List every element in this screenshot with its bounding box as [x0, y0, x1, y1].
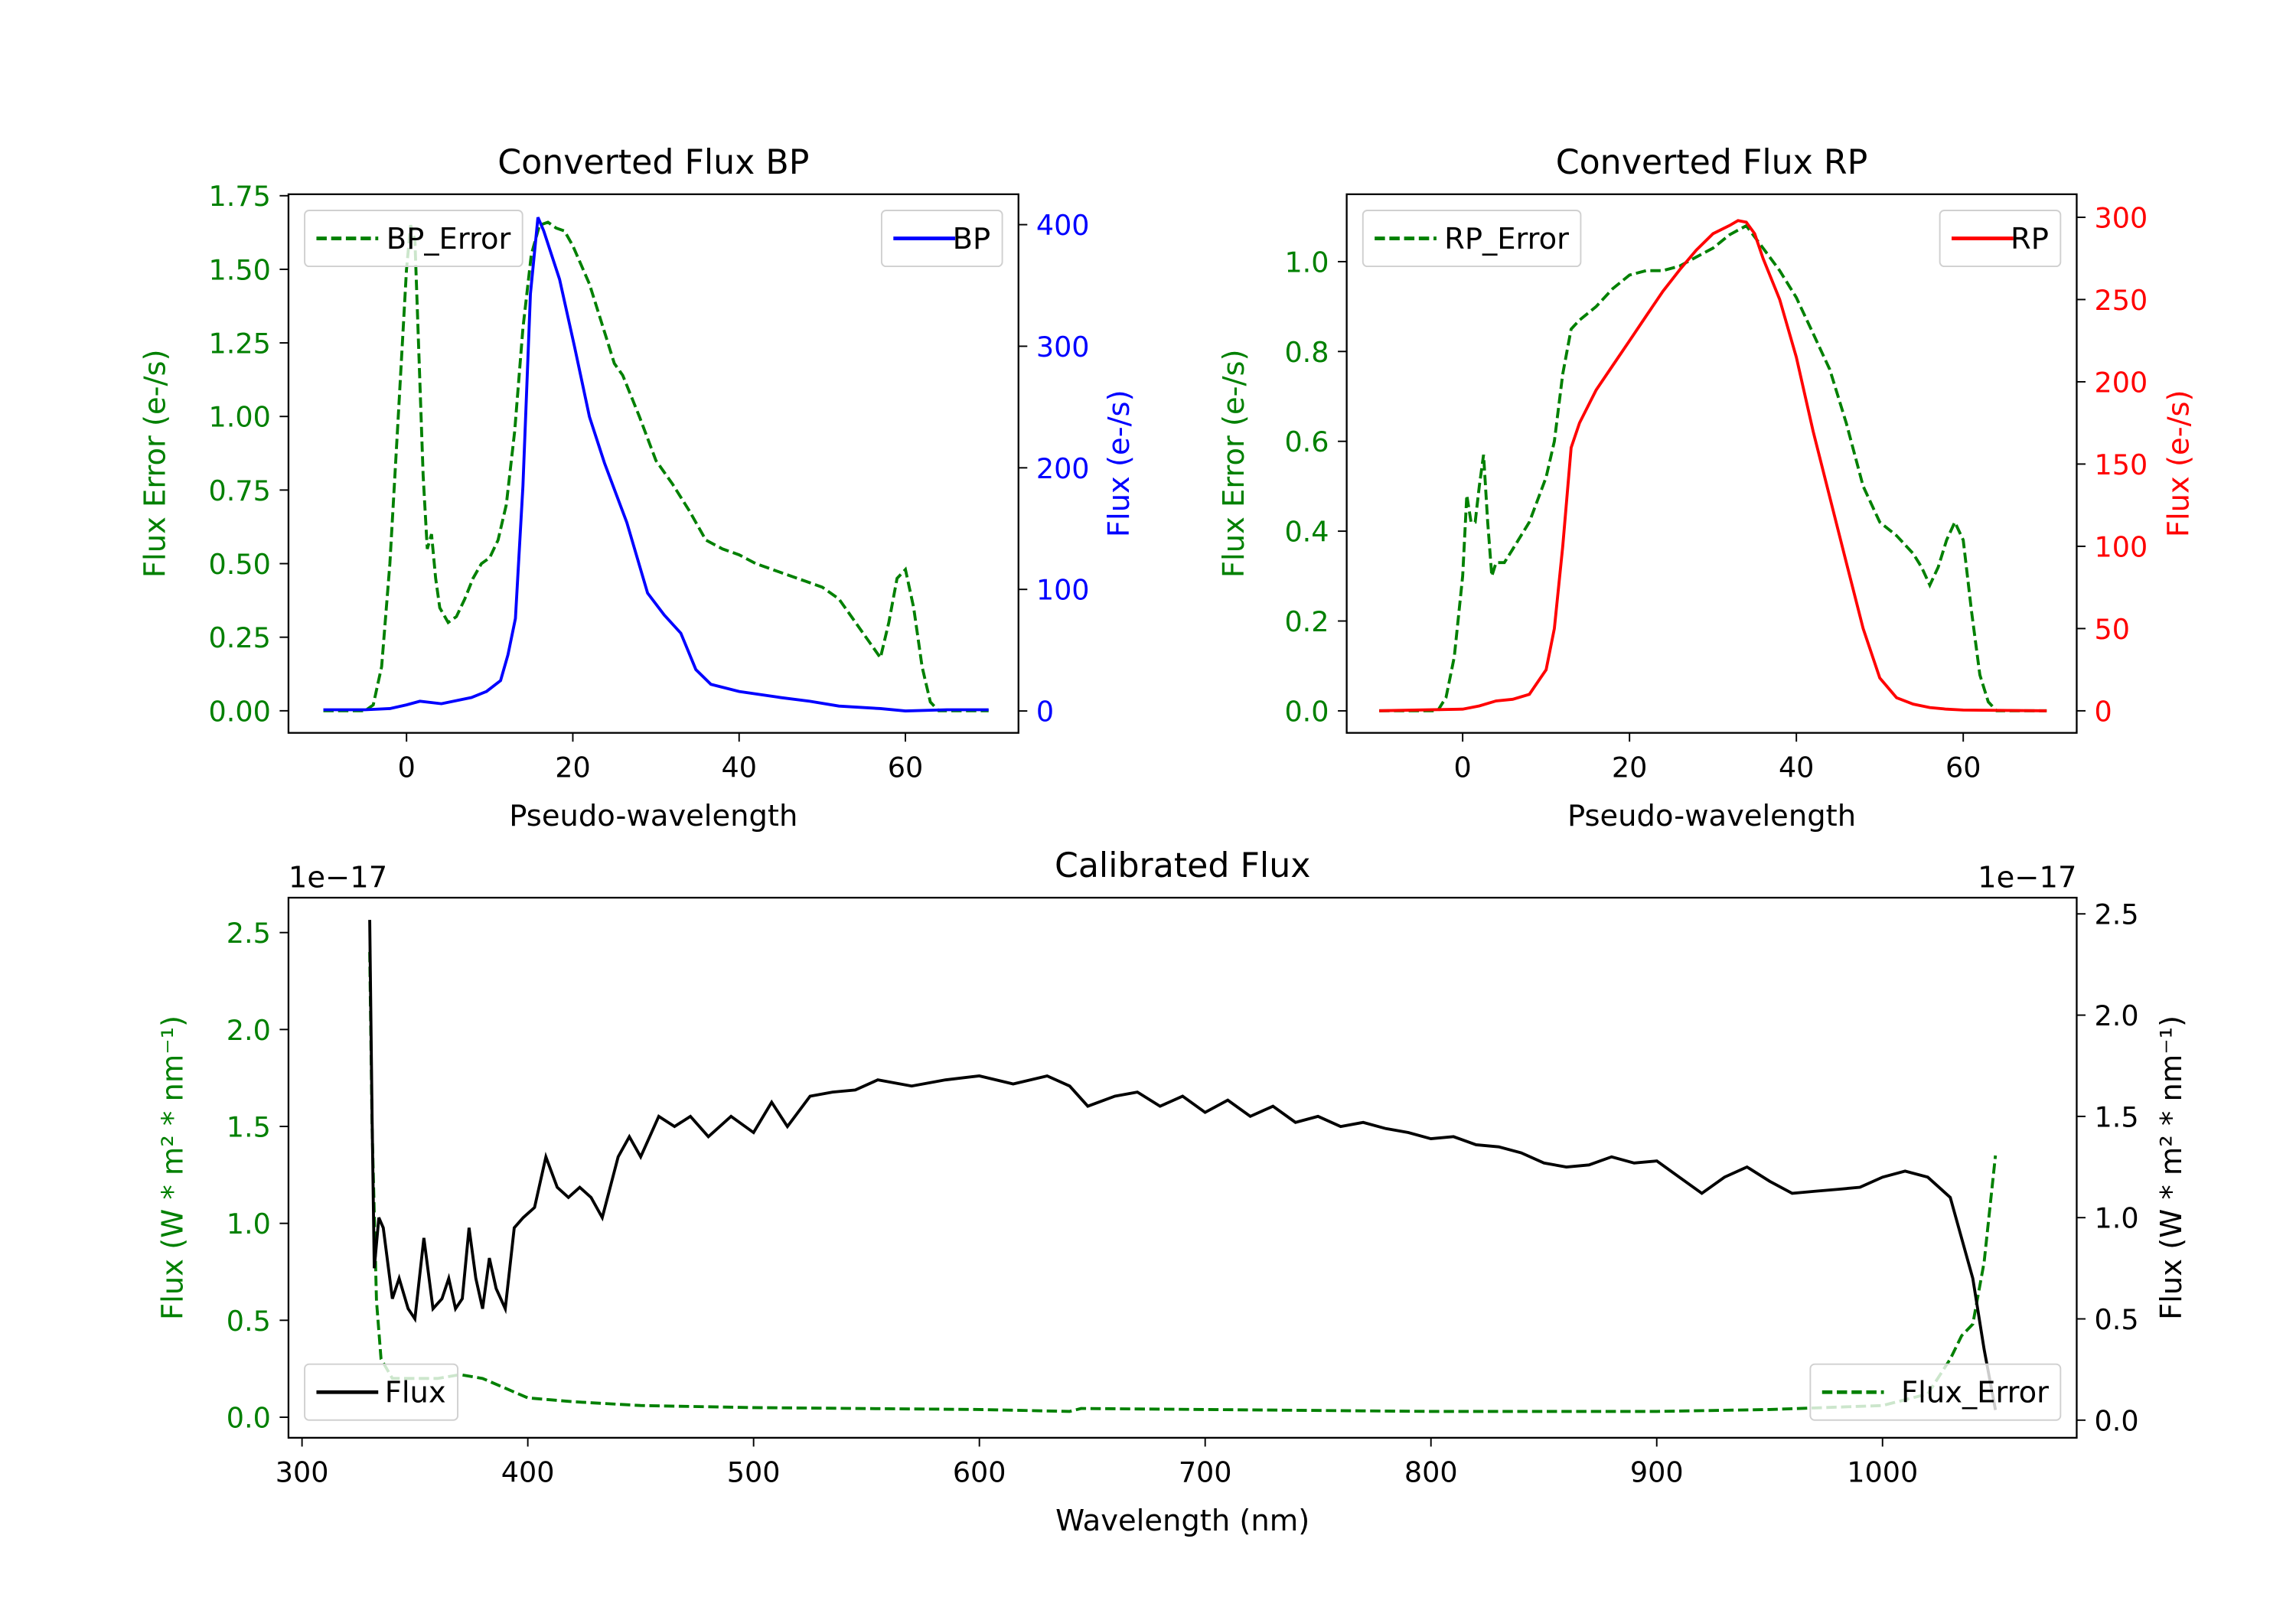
y-tick-label-left: 0.8	[1284, 336, 1329, 369]
y-tick-label-right: 0.0	[2095, 1404, 2139, 1437]
legend-box	[1809, 1363, 2062, 1421]
legend-label: BP_Error	[386, 222, 511, 256]
y-tick-label-right: 0.5	[2095, 1303, 2139, 1336]
y-tick-label-right: 0	[1036, 696, 1054, 729]
y-tick-label-right: 150	[2095, 448, 2148, 481]
x-tick-label: 60	[1945, 751, 1981, 784]
legend-label: Flux_Error	[1901, 1376, 2049, 1410]
chart-2: 300 400 500 600 700 800 900 1000 0.0 0.5 1.0 1.5 2.0…	[155, 846, 2189, 1538]
y-tick-label-left: 1.0	[227, 1208, 271, 1240]
y-tick-label-right: 250	[2095, 284, 2148, 317]
x-axis-label: Pseudo-wavelength	[509, 799, 797, 833]
legend-box	[1362, 210, 1582, 268]
legend-label: RP_Error	[1444, 222, 1569, 256]
legend-rp_error: RP_Error	[1362, 210, 1582, 268]
y-tick-label-right: 400	[1036, 209, 1090, 242]
x-tick-label: 900	[1630, 1456, 1684, 1489]
axes-frame	[287, 193, 1019, 734]
y-tick-label-left: 0.00	[209, 695, 271, 728]
chart-title: Calibrated Flux	[1055, 846, 1310, 885]
x-tick-label: 300	[276, 1456, 329, 1489]
axes-frame	[287, 896, 2078, 1439]
y-axis-label-right: Flux (e-/s)	[2162, 390, 2197, 537]
series-line-bp_error	[323, 220, 989, 712]
legend-box	[304, 210, 523, 268]
x-tick-label: 0	[398, 751, 416, 784]
y-tick-label-left: 1.50	[209, 253, 271, 286]
y-tick-label-left: 1.00	[209, 401, 271, 434]
legend-bp: BP	[880, 210, 1003, 268]
x-tick-label: 40	[722, 751, 757, 784]
y-tick-label-left: 0.5	[227, 1305, 271, 1338]
series-line-bp	[323, 217, 989, 712]
y-tick-label-right: 50	[2095, 613, 2130, 646]
y-tick-label-left: 2.5	[227, 917, 271, 950]
y-tick-label-right: 300	[1036, 331, 1090, 363]
y-tick-label-left: 2.0	[227, 1014, 271, 1047]
y-axis-label-left: Flux Error (e-/s)	[138, 349, 172, 578]
y-axis-label-left: Flux Error (e-/s)	[1217, 349, 1251, 578]
x-tick-label: 600	[953, 1456, 1006, 1489]
x-tick-label: 60	[888, 751, 923, 784]
x-tick-label: 700	[1179, 1456, 1232, 1489]
y-tick-label-right: 100	[2095, 530, 2148, 563]
y-tick-label-right: 300	[2095, 201, 2148, 234]
y-tick-label-right: 200	[1036, 452, 1090, 485]
y-tick-label-right: 100	[1036, 574, 1090, 607]
y-tick-label-left: 0.25	[209, 621, 271, 654]
legend-label: RP	[2011, 222, 2049, 256]
series-line-flux_error	[368, 952, 1998, 1413]
x-tick-label: 0	[1454, 751, 1472, 784]
series-line-rp	[1379, 219, 2047, 712]
y-tick-label-left: 0.75	[209, 474, 271, 507]
offset-text-right: 1e−17	[1978, 861, 2076, 895]
y-tick-label-left: 0.4	[1284, 516, 1329, 549]
x-tick-label: 20	[555, 751, 590, 784]
y-tick-label-right: 1.5	[2095, 1100, 2139, 1133]
y-tick-label-left: 0.2	[1284, 605, 1329, 638]
legend-flux_error: Flux_Error	[1809, 1363, 2062, 1421]
chart-title: Converted Flux BP	[497, 143, 809, 182]
series-line-rp_error	[1379, 223, 2047, 712]
legend-flux: Flux	[304, 1363, 459, 1421]
legend-label: BP	[953, 222, 991, 256]
y-tick-label-right: 2.0	[2095, 999, 2139, 1032]
x-tick-label: 20	[1612, 751, 1647, 784]
x-axis-label: Wavelength (nm)	[1055, 1504, 1309, 1538]
y-axis-label-right: Flux (W * m² * nm⁻¹)	[2154, 1015, 2189, 1320]
chart-1: 0 20 40 60 0.0 0.2 0.4 0.6 0.8 1.0 0 50 100 150 200 250…	[1217, 143, 2197, 833]
y-tick-label-right: 1.0	[2095, 1202, 2139, 1235]
y-tick-label-right: 2.5	[2095, 898, 2139, 931]
chart-title: Converted Flux RP	[1556, 143, 1868, 182]
y-tick-label-left: 1.25	[209, 328, 271, 360]
x-tick-label: 1000	[1847, 1456, 1918, 1489]
y-tick-label-right: 0	[2095, 695, 2112, 728]
y-tick-label-left: 1.75	[209, 180, 271, 213]
y-tick-label-left: 0.6	[1284, 425, 1329, 458]
chart-0: 0 20 40 60 0.00 0.25 0.50 0.75 1.00 1.25 1.50 1.75 0…	[138, 143, 1137, 833]
x-tick-label: 400	[501, 1456, 555, 1489]
x-tick-label: 500	[727, 1456, 781, 1489]
offset-text-left: 1e−17	[289, 861, 387, 895]
y-tick-label-right: 200	[2095, 366, 2148, 399]
legend-label: Flux	[385, 1376, 446, 1410]
legend-bp_error: BP_Error	[304, 210, 523, 268]
x-tick-label: 40	[1779, 751, 1814, 784]
y-axis-label-left: Flux (W * m² * nm⁻¹)	[155, 1015, 190, 1320]
legend-box	[304, 1363, 459, 1421]
y-tick-label-left: 0.0	[1284, 695, 1329, 728]
y-tick-label-left: 1.5	[227, 1110, 271, 1143]
legend-rp: RP	[1939, 210, 2062, 268]
series-line-flux	[368, 920, 1998, 1410]
x-axis-label: Pseudo-wavelength	[1567, 799, 1856, 833]
y-tick-label-left: 1.0	[1284, 246, 1329, 279]
x-tick-label: 800	[1404, 1456, 1458, 1489]
y-tick-label-left: 0.0	[227, 1401, 271, 1434]
y-axis-label-right: Flux (e-/s)	[1102, 390, 1137, 537]
y-tick-label-left: 0.50	[209, 548, 271, 581]
